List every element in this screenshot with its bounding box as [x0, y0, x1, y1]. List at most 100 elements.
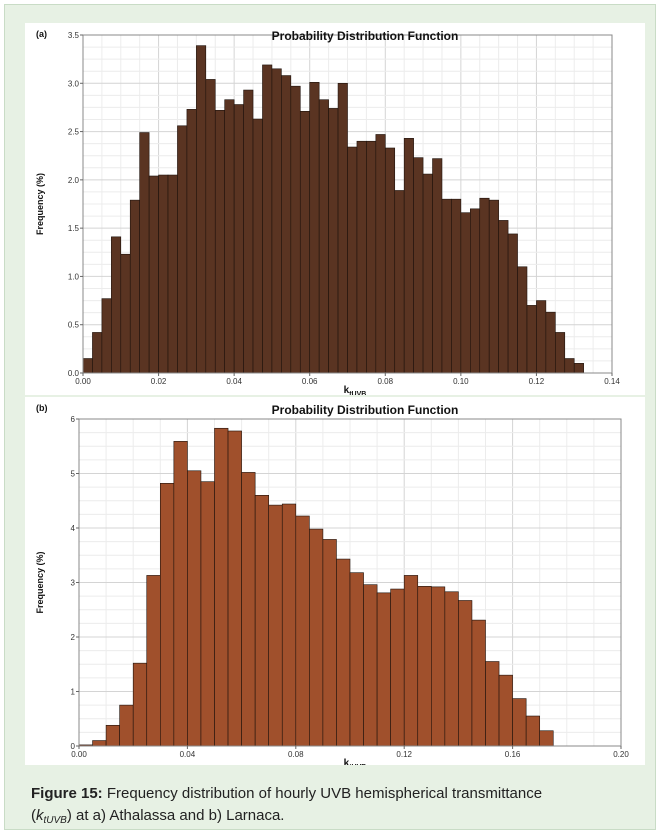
chart-b-bar	[444, 591, 459, 747]
chart-panel-b: 0.00 0.04 0.08 0.12 0.16 0.20 0 1 2 3 4 5 6 Probabili…	[25, 397, 645, 765]
chart-a-bar	[337, 82, 348, 374]
chart-b-x-axis-label-sub: tUVB	[349, 764, 366, 765]
chart-a-bar	[555, 332, 566, 374]
chart-b-x-tick-label: 0.00	[71, 750, 87, 759]
chart-a-bar	[545, 311, 556, 374]
chart-b-bar	[187, 470, 202, 747]
chart-a-bar	[470, 208, 481, 374]
chart-b-bar	[539, 730, 554, 747]
chart-a-bar	[564, 358, 575, 374]
chart-a-y-tick-label: 2.5	[68, 128, 80, 137]
chart-a-y-tick-label: 3.0	[68, 79, 80, 88]
chart-a-bar	[214, 110, 225, 374]
chart-a-x-tick-label: 0.06	[302, 377, 318, 386]
chart-b-bar	[376, 592, 391, 747]
chart-a-y-tick-label: 0.0	[68, 369, 80, 378]
chart-b-svg: 0.00 0.04 0.08 0.12 0.16 0.20 0 1 2 3 4 5 6 Probabili…	[35, 403, 629, 765]
figure-frame: 0.00 0.02 0.04 0.06 0.08 0.10 0.12 0.14 0.0 0.5 1.…	[4, 4, 656, 830]
chart-a-svg: 0.00 0.02 0.04 0.06 0.08 0.10 0.12 0.14 0.0 0.5 1.…	[35, 29, 620, 395]
chart-b-bar	[281, 503, 297, 747]
chart-b-bar	[119, 704, 134, 747]
chart-a-bar	[186, 109, 197, 374]
chart-a-x-axis-label: ktUVB	[344, 385, 367, 395]
chart-b-x-tick-label: 0.16	[505, 750, 521, 759]
chart-b-bar	[146, 575, 161, 747]
chart-a-bar	[281, 75, 292, 374]
chart-a-bar	[394, 190, 405, 374]
chart-b-y-tick-label: 5	[71, 470, 76, 479]
chart-b-bar	[336, 558, 351, 747]
caption-symbol: k	[36, 807, 44, 824]
chart-b-bar	[512, 698, 527, 747]
chart-a-bar	[318, 99, 329, 374]
chart-b-x-tick-label: 0.12	[396, 750, 412, 759]
chart-b-bar	[92, 740, 107, 747]
chart-a-bar	[422, 173, 433, 374]
chart-a-bar	[460, 212, 471, 374]
chart-b-bar	[227, 430, 242, 747]
chart-b-bar	[214, 427, 229, 747]
chart-b-x-tick-label: 0.20	[613, 750, 629, 759]
chart-a-y-tick-label: 0.5	[68, 321, 80, 330]
chart-a-x-tick-label: 0.10	[453, 377, 469, 386]
chart-a-bar	[129, 199, 140, 374]
chart-a-bar	[498, 220, 509, 374]
chart-a-bar	[290, 85, 301, 374]
chart-a-bar	[309, 82, 320, 374]
chart-a-bar	[262, 64, 273, 374]
chart-b-bar	[105, 724, 120, 747]
caption-paren: (	[31, 807, 36, 824]
chart-b-bar	[160, 483, 175, 747]
chart-a-bar	[252, 118, 263, 374]
chart-a-x-tick-label: 0.00	[75, 377, 91, 386]
chart-b-bar	[525, 715, 540, 747]
chart-a-bar	[403, 138, 414, 374]
chart-a-y-tick-label: 2.0	[68, 176, 80, 185]
chart-a-bar	[224, 99, 235, 374]
chart-b-bar	[268, 504, 283, 747]
chart-a-plot-border	[82, 34, 613, 374]
chart-a-bar	[432, 158, 443, 374]
caption-rest: ) at a) Athalassa and b) Larnaca.	[66, 807, 285, 824]
chart-a-bar	[177, 125, 188, 374]
chart-b-x-tick-label: 0.04	[180, 750, 196, 759]
chart-a-x-tick-label: 0.14	[604, 377, 620, 386]
chart-b-bar	[200, 481, 215, 747]
chart-a-bar	[271, 68, 282, 374]
chart-a-y-tick-label: 3.5	[68, 31, 80, 40]
chart-b-bar	[295, 515, 310, 747]
chart-a-bar	[233, 104, 244, 374]
chart-b-bar	[322, 539, 337, 747]
chart-b-y-tick-label: 2	[71, 633, 76, 642]
chart-b-bar	[241, 472, 256, 747]
chart-a-bar	[451, 198, 462, 374]
chart-b-bar	[458, 600, 473, 747]
chart-a-bar	[205, 79, 216, 374]
chart-b-bar	[417, 586, 432, 747]
caption-text: Frequency distribution of hourly UVB hem…	[106, 785, 543, 802]
chart-a-x-tick-label: 0.08	[377, 377, 393, 386]
chart-b-bar	[173, 441, 188, 747]
chart-b-bar	[498, 674, 513, 747]
chart-a-y-axis-label: Frequency (%)	[35, 173, 45, 235]
chart-a-bar	[243, 89, 254, 374]
chart-a-bar	[167, 174, 178, 374]
chart-b-bar	[254, 495, 269, 747]
chart-b-y-tick-label: 0	[71, 742, 76, 751]
chart-a-bar	[488, 199, 499, 374]
chart-a-bar	[375, 134, 386, 374]
chart-a-bar	[347, 146, 358, 374]
chart-a-y-tick-label: 1.0	[68, 272, 80, 281]
chart-b-bar	[309, 528, 324, 747]
chart-b-y-axis-label: Frequency (%)	[35, 551, 45, 613]
chart-b-y-tick-label: 6	[71, 415, 76, 424]
chart-a-bar	[328, 108, 339, 374]
chart-b-bar	[471, 619, 486, 747]
chart-a-bar	[139, 132, 150, 374]
chart-a-bar	[299, 110, 311, 374]
chart-b-y-tick-label: 4	[71, 524, 76, 533]
chart-a-x-tick-label: 0.12	[529, 377, 545, 386]
chart-a-bar	[479, 197, 490, 374]
caption-label: Figure 15:	[31, 785, 103, 802]
chart-panel-a: 0.00 0.02 0.04 0.06 0.08 0.10 0.12 0.14 0.0 0.5 1.…	[25, 23, 645, 395]
